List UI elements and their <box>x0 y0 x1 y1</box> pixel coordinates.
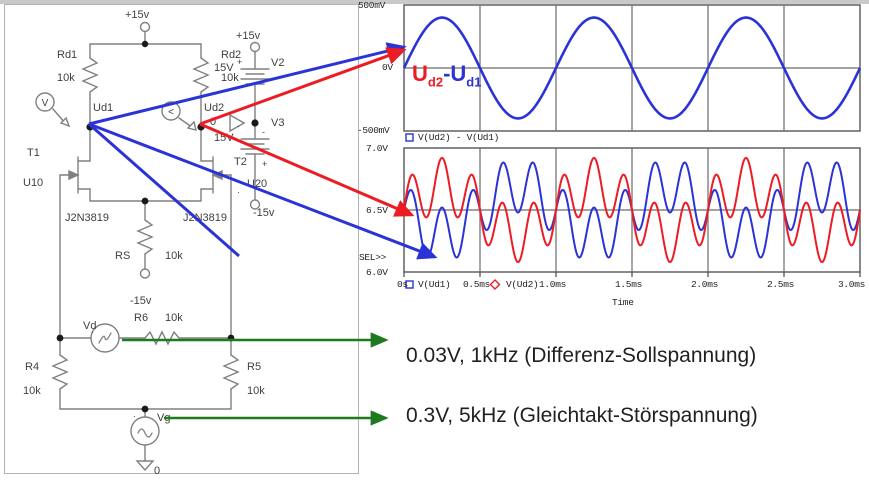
polarity-dot-v3b: · <box>237 187 240 197</box>
xtick-30ms: 3.0ms <box>838 279 866 290</box>
polarity-dot-vd: · <box>91 327 94 337</box>
voltage-probe-icon-1: V <box>42 98 49 109</box>
caption-u-d1: Ud1 <box>450 61 482 90</box>
label-rail-neg-v3: -15v <box>253 207 275 219</box>
plot-drawing <box>402 4 862 290</box>
upper-ytick-500mv: 500mV <box>358 0 386 11</box>
label-rail-neg-rs: -15v <box>130 295 152 307</box>
xtick-0s: 0s <box>397 279 408 290</box>
label-rs-ref: RS <box>115 250 131 262</box>
polarity-plus-v3: + <box>262 159 267 169</box>
label-t1-model: J2N3819 <box>65 212 110 224</box>
label-r6-value: 10k <box>165 312 183 324</box>
upper-legend-label[interactable]: V(Ud2) - V(Ud1) <box>418 132 500 143</box>
xtick-20ms: 2.0ms <box>691 279 719 290</box>
label-rd1-value: 10k <box>57 72 75 84</box>
lower-legend-label-ud1[interactable]: V(Ud1) <box>418 279 451 290</box>
polarity-dot-vg: · <box>133 411 136 421</box>
window-top-strip <box>0 0 869 4</box>
lower-legend-label-ud2[interactable]: V(Ud2) <box>506 279 539 290</box>
caption-minus: - <box>443 61 451 86</box>
label-node-ud2: Ud2 <box>204 102 225 114</box>
xtick-10ms: 1.0ms <box>539 279 567 290</box>
junction-dots <box>56 40 259 413</box>
voltage-probe-icon-2: < <box>168 107 174 118</box>
polarity-minus-v3: - <box>262 127 265 137</box>
label-r4-value: 10k <box>23 385 41 397</box>
xtick-05ms: 0.5ms <box>463 279 491 290</box>
upper-ytick-neg500mv: -500mV <box>357 125 390 136</box>
legend-marker-square-upper <box>405 133 414 142</box>
label-t1-ref: T1 <box>27 147 40 159</box>
legend-marker-square-lower <box>405 280 414 289</box>
label-t2-model: J2N3819 <box>183 212 228 224</box>
label-r6-ref: R6 <box>134 312 149 324</box>
label-rs-value: 10k <box>165 250 183 262</box>
lower-xaxis-title: Time <box>612 297 634 308</box>
lower-ytick-65v: 6.5V <box>366 205 388 216</box>
schematic-panel: V < + - + · · · · +15v Rd1 10k Rd2 10k U… <box>4 4 359 477</box>
label-r4-ref: R4 <box>25 361 40 373</box>
label-rail-pos-v2: +15v <box>236 30 261 42</box>
label-vd-ref: Vd <box>83 320 97 332</box>
xtick-15ms: 1.5ms <box>615 279 643 290</box>
plot-caption-ud2-minus-ud1: Ud2-Ud1 <box>412 61 481 89</box>
trace-vd2-minus-vd1 <box>402 16 862 120</box>
label-node-ud1: Ud1 <box>93 102 114 114</box>
label-v3-ref: V3 <box>271 117 285 129</box>
annotation-diff-source: 0.03V, 1kHz (Differenz-Sollspannung) <box>406 344 757 367</box>
lower-ytick-70v: 7.0V <box>366 143 388 154</box>
label-t2-ref: T2 <box>234 156 247 168</box>
label-v2-value: 15V <box>214 62 234 74</box>
label-rd2-ref: Rd2 <box>221 49 242 61</box>
label-rail-pos-top: +15v <box>125 9 150 21</box>
label-node-u10: U10 <box>23 177 44 189</box>
annotation-common-source: 0.3V, 5kHz (Gleichtakt-Störspannung) <box>406 404 758 427</box>
label-v2-ref: V2 <box>271 57 285 69</box>
caption-u-d2: Ud2 <box>412 61 444 90</box>
legend-marker-diamond-lower <box>489 279 501 290</box>
label-r5-ref: R5 <box>247 361 262 373</box>
label-rd2-value: 10k <box>221 72 239 84</box>
label-node-u20: U20 <box>247 178 268 190</box>
polarity-dot-v3: · <box>237 121 240 131</box>
sel-marker[interactable]: SEL>> <box>359 252 387 263</box>
upper-ytick-0v: 0V <box>382 62 393 73</box>
simulation-plot-panel: 500mV 0V -500mV V(Ud2) - V(Ud1) 7.0V 6.5… <box>357 0 869 310</box>
label-ground: 0 <box>154 465 161 477</box>
xtick-25ms: 2.5ms <box>767 279 795 290</box>
trace-vud2 <box>403 156 861 264</box>
label-r5-value: 10k <box>247 385 265 397</box>
label-vg-ref: Vg <box>157 412 171 424</box>
label-v3-value: 15V <box>214 132 234 144</box>
label-rd1-ref: Rd1 <box>57 49 78 61</box>
label-v3-zero: 0 <box>210 116 217 128</box>
lower-ytick-60v: 6.0V <box>366 267 388 278</box>
